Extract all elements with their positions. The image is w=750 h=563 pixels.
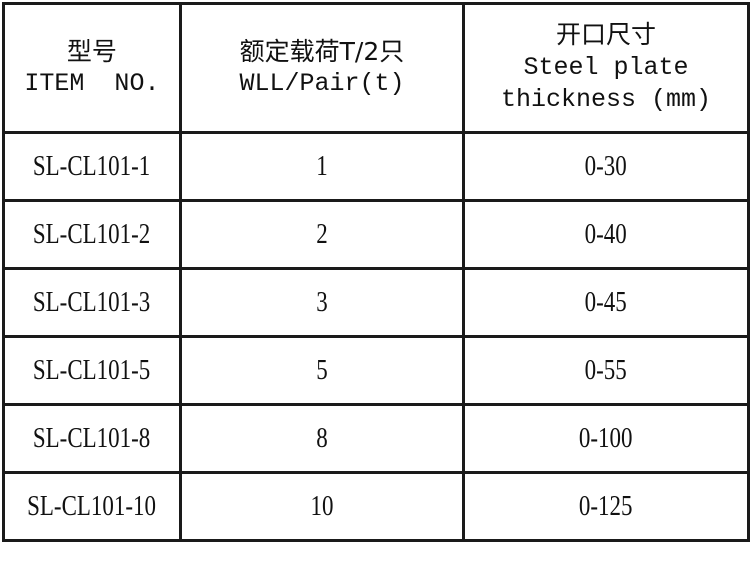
header-zh: 额定载荷T/2只: [239, 36, 405, 66]
thickness-cell: 0-55: [462, 335, 750, 406]
wll-cell: 3: [178, 267, 466, 338]
table-row: SL-CL101-8 8 0-100: [2, 403, 750, 474]
cell-text: 5: [316, 354, 328, 386]
item-no-cell: SL-CL101-3: [2, 267, 182, 338]
table-header-row: 型号 ITEM NO. 额定载荷T/2只 WLL/Pair(t) 开口尺寸 St…: [2, 2, 750, 134]
wll-cell: 8: [178, 403, 466, 474]
wll-cell: 1: [178, 131, 466, 202]
cell-text: 0-40: [584, 218, 628, 250]
wll-cell: 2: [178, 199, 466, 270]
header-en: thickness (mm): [501, 85, 712, 115]
cell-text: SL-CL101-8: [33, 422, 151, 454]
cell-text: SL-CL101-1: [33, 150, 151, 182]
cell-text: 1: [316, 150, 328, 182]
wll-cell: 5: [178, 335, 466, 406]
thickness-cell: 0-30: [462, 131, 750, 202]
item-no-cell: SL-CL101-8: [2, 403, 182, 474]
table-row: SL-CL101-2 2 0-40: [2, 199, 750, 270]
header-en: ITEM NO.: [24, 69, 160, 98]
spec-table: 型号 ITEM NO. 额定载荷T/2只 WLL/Pair(t) 开口尺寸 St…: [2, 2, 750, 542]
cell-text: 3: [316, 286, 328, 318]
cell-text: 0-45: [584, 286, 628, 318]
cell-text: SL-CL101-2: [33, 218, 151, 250]
table-row: SL-CL101-5 5 0-55: [2, 335, 750, 406]
header-thickness: 开口尺寸 Steel plate thickness (mm): [462, 2, 750, 134]
item-no-cell: SL-CL101-1: [2, 131, 182, 202]
item-no-cell: SL-CL101-10: [2, 471, 182, 542]
cell-text: 2: [316, 218, 328, 250]
cell-text: SL-CL101-3: [33, 286, 151, 318]
thickness-cell: 0-45: [462, 267, 750, 338]
header-en: Steel plate: [523, 52, 689, 82]
table-row: SL-CL101-3 3 0-45: [2, 267, 750, 338]
cell-text: 0-30: [584, 150, 628, 182]
cell-text: 8: [316, 422, 328, 454]
item-no-cell: SL-CL101-2: [2, 199, 182, 270]
cell-text: 10: [310, 490, 334, 522]
cell-text: 0-55: [584, 354, 628, 386]
cell-text: SL-CL101-5: [33, 354, 151, 386]
header-wll: 额定载荷T/2只 WLL/Pair(t): [178, 2, 466, 134]
table-row: SL-CL101-10 10 0-125: [2, 471, 750, 542]
thickness-cell: 0-125: [462, 471, 750, 542]
header-item-no: 型号 ITEM NO.: [2, 2, 182, 134]
thickness-cell: 0-40: [462, 199, 750, 270]
header-zh: 型号: [66, 36, 117, 66]
cell-text: 0-100: [579, 422, 633, 454]
wll-cell: 10: [178, 471, 466, 542]
thickness-cell: 0-100: [462, 403, 750, 474]
cell-text: 0-125: [579, 490, 633, 522]
table-row: SL-CL101-1 1 0-30: [2, 131, 750, 202]
item-no-cell: SL-CL101-5: [2, 335, 182, 406]
header-en: WLL/Pair(t): [239, 69, 405, 98]
cell-text: SL-CL101-10: [27, 490, 157, 522]
header-zh: 开口尺寸: [556, 20, 657, 50]
